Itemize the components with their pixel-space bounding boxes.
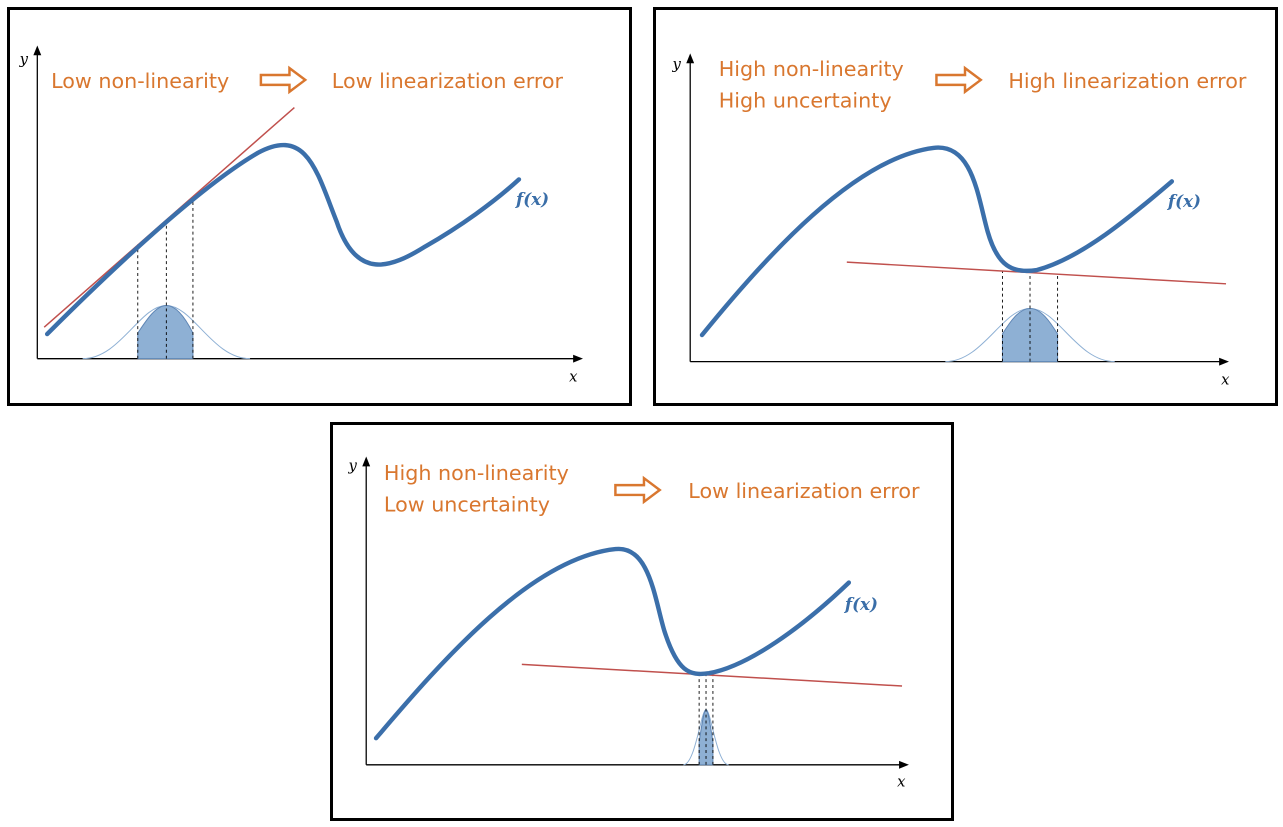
function-curve <box>373 546 852 741</box>
implies-arrow-icon <box>259 65 308 95</box>
function-label: f(x) <box>515 189 549 209</box>
y-axis-label: y <box>671 56 681 73</box>
dashed-guides <box>1001 271 1059 362</box>
function-label: f(x) <box>1167 191 1201 211</box>
uncertainty-shaded-region <box>137 304 194 360</box>
axes <box>33 45 583 363</box>
panel-3-diagram: y x f(x) High non-linearity Low uncertai… <box>347 456 920 790</box>
result-text: Low linearization error <box>332 69 564 93</box>
condition-line-1: High non-linearity <box>719 57 904 81</box>
y-axis-label: y <box>347 457 357 474</box>
panel-high-uncertainty: y x f(x) High non-linearity High uncerta… <box>653 7 1278 406</box>
function-label: f(x) <box>844 594 878 614</box>
implies-arrow-icon <box>935 65 983 95</box>
x-axis-label: x <box>1221 371 1230 388</box>
condition-line-2: High uncertainty <box>719 89 892 113</box>
condition-line-1: High non-linearity <box>384 461 569 485</box>
x-axis-label: x <box>569 368 578 385</box>
tangent-line <box>521 663 903 687</box>
panel-low-nonlinearity: y x f(x) Low non-linearity Low lineariza… <box>7 7 632 406</box>
axes <box>362 456 909 769</box>
panel-1-diagram: y x f(x) Low non-linearity Low lineariza… <box>19 45 583 385</box>
y-axis-label: y <box>19 51 29 68</box>
implies-arrow-icon <box>614 475 662 505</box>
x-axis-label: x <box>897 773 906 790</box>
axes <box>686 53 1229 366</box>
dashed-guides <box>137 197 194 359</box>
condition-line-2: Low uncertainty <box>384 493 550 517</box>
tangent-line <box>846 261 1227 285</box>
panel-2-diagram: y x f(x) High non-linearity High uncerta… <box>671 53 1247 388</box>
result-text: Low linearization error <box>688 479 920 503</box>
condition-line-1: Low non-linearity <box>51 69 229 93</box>
result-text: High linearization error <box>1008 69 1247 93</box>
function-curve <box>44 142 522 337</box>
panel-low-uncertainty: y x f(x) High non-linearity Low uncertai… <box>330 422 954 821</box>
function-curve <box>699 145 1175 338</box>
